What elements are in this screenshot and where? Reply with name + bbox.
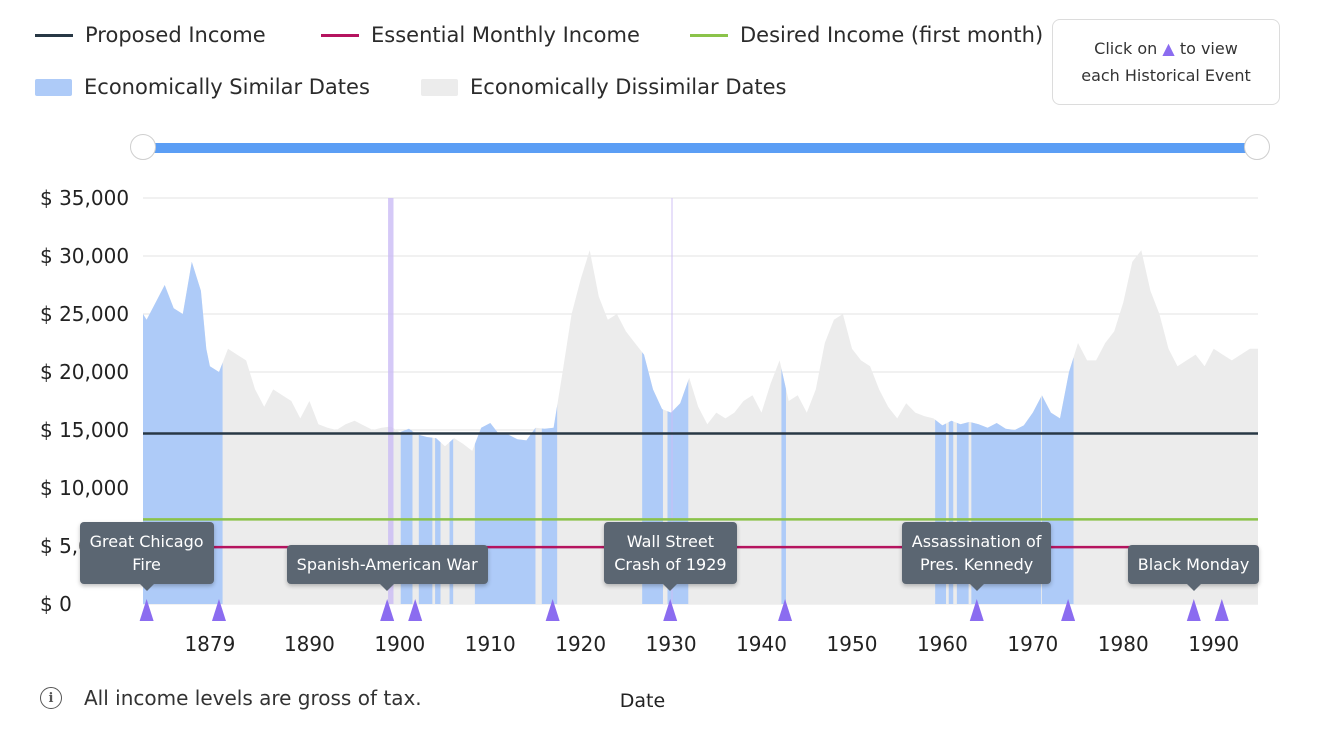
event-marker[interactable] bbox=[211, 599, 226, 621]
similar-period bbox=[781, 250, 786, 604]
event-marker[interactable] bbox=[139, 599, 154, 621]
tax-info: i All income levels are gross of tax. bbox=[40, 686, 422, 710]
event-marker[interactable] bbox=[1214, 599, 1229, 621]
hint-text-pre: Click on bbox=[1094, 39, 1158, 58]
legend-essential-income[interactable]: Essential Monthly Income bbox=[321, 23, 640, 47]
legend-similar-label: Economically Similar Dates bbox=[84, 75, 370, 99]
info-icon: i bbox=[40, 687, 62, 709]
similar-period bbox=[474, 250, 536, 604]
legend-essential-label: Essential Monthly Income bbox=[371, 23, 640, 47]
event-marker[interactable] bbox=[1061, 599, 1076, 621]
hint-text-line2: each Historical Event bbox=[1081, 66, 1251, 85]
y-tick-label: $ 30,000 bbox=[40, 244, 129, 268]
event-tooltip: Black Monday bbox=[1127, 545, 1260, 591]
x-axis-title: Date bbox=[619, 690, 666, 712]
similar-period bbox=[400, 250, 413, 604]
highlight-period bbox=[388, 198, 394, 604]
legend-proposed-label: Proposed Income bbox=[85, 23, 266, 47]
y-tick-label: $ 0 bbox=[40, 592, 72, 616]
legend-dissimilar-label: Economically Dissimilar Dates bbox=[470, 75, 787, 99]
event-hint-box: Click on ▲ to view each Historical Event bbox=[1052, 19, 1280, 105]
y-tick-label: $ 10,000 bbox=[40, 476, 129, 500]
event-tooltip: Assassination of Pres. Kennedy bbox=[901, 522, 1052, 591]
legend-essential-swatch bbox=[321, 33, 359, 37]
event-marker[interactable] bbox=[408, 599, 423, 621]
event-tooltip: Wall Street Crash of 1929 bbox=[604, 522, 737, 591]
event-marker[interactable] bbox=[545, 599, 560, 621]
x-tick-label: 1970 bbox=[1007, 632, 1058, 656]
x-tick-label: 1890 bbox=[284, 632, 335, 656]
x-tick-label: 1990 bbox=[1188, 632, 1239, 656]
income-history-chart: $ 0$ 5,000$ 10,000$ 15,000$ 20,000$ 25,0… bbox=[40, 186, 1258, 656]
triangle-icon: ▲ bbox=[1162, 39, 1175, 58]
legend-desired-swatch bbox=[690, 33, 728, 37]
legend-similar-swatch bbox=[35, 78, 72, 96]
similar-period bbox=[418, 250, 433, 604]
x-tick-label: 1980 bbox=[1098, 632, 1149, 656]
event-marker[interactable] bbox=[969, 599, 984, 621]
highlight-period bbox=[671, 198, 673, 604]
legend-proposed-swatch bbox=[35, 33, 73, 37]
event-marker[interactable] bbox=[380, 599, 395, 621]
event-marker[interactable] bbox=[663, 599, 678, 621]
x-tick-label: 1920 bbox=[555, 632, 606, 656]
legend-desired-income[interactable]: Desired Income (first month) bbox=[690, 23, 1043, 47]
x-tick-label: 1930 bbox=[646, 632, 697, 656]
event-tooltip: Spanish-American War bbox=[286, 545, 488, 591]
x-tick-label: 1960 bbox=[917, 632, 968, 656]
legend-similar-dates[interactable]: Economically Similar Dates bbox=[35, 75, 370, 99]
x-tick-label: 1879 bbox=[184, 632, 235, 656]
y-tick-label: $ 25,000 bbox=[40, 302, 129, 326]
range-start-handle[interactable] bbox=[130, 134, 156, 160]
x-tick-label: 1950 bbox=[827, 632, 878, 656]
event-marker[interactable] bbox=[1186, 599, 1201, 621]
similar-period bbox=[935, 250, 947, 604]
y-tick-label: $ 35,000 bbox=[40, 186, 129, 210]
x-tick-label: 1910 bbox=[465, 632, 516, 656]
similar-period bbox=[948, 250, 954, 604]
legend-desired-label: Desired Income (first month) bbox=[740, 23, 1044, 47]
similar-period bbox=[449, 250, 454, 604]
legend-dissimilar-swatch bbox=[421, 78, 458, 96]
y-tick-label: $ 20,000 bbox=[40, 360, 129, 384]
legend-proposed-income[interactable]: Proposed Income bbox=[35, 23, 266, 47]
event-marker[interactable] bbox=[778, 599, 793, 621]
similar-period bbox=[956, 250, 969, 604]
y-tick-label: $ 15,000 bbox=[40, 418, 129, 442]
range-end-handle[interactable] bbox=[1244, 134, 1270, 160]
info-text: All income levels are gross of tax. bbox=[84, 686, 422, 710]
x-tick-label: 1940 bbox=[736, 632, 787, 656]
date-range-track[interactable] bbox=[148, 143, 1252, 153]
x-tick-label: 1900 bbox=[374, 632, 425, 656]
hint-text-post: to view bbox=[1179, 39, 1238, 58]
legend-dissimilar-dates[interactable]: Economically Dissimilar Dates bbox=[421, 75, 786, 99]
similar-period bbox=[541, 250, 558, 604]
event-tooltip: Great Chicago Fire bbox=[79, 522, 214, 591]
similar-period bbox=[435, 250, 441, 604]
